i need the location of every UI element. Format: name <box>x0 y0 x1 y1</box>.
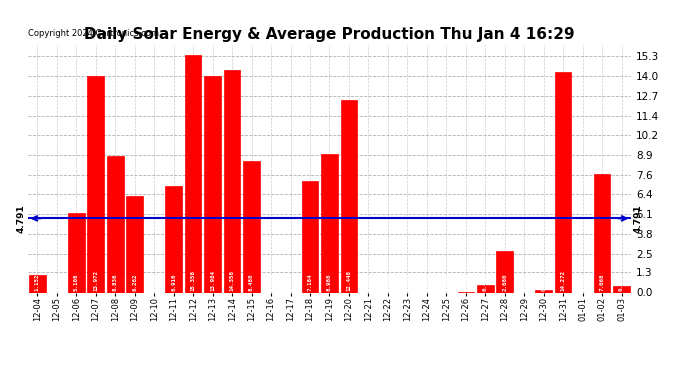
Text: 0.428: 0.428 <box>619 274 624 291</box>
Bar <box>224 70 240 292</box>
Text: 0.000: 0.000 <box>522 274 526 291</box>
Bar <box>185 55 201 292</box>
Bar <box>341 100 357 292</box>
Text: 8.968: 8.968 <box>327 274 332 291</box>
Text: 4.791: 4.791 <box>17 204 26 233</box>
Text: 0.000: 0.000 <box>580 274 585 291</box>
Text: 7.184: 7.184 <box>308 274 313 291</box>
Text: 12.448: 12.448 <box>346 270 351 291</box>
Text: 0.000: 0.000 <box>268 274 273 291</box>
Text: 0.000: 0.000 <box>366 274 371 291</box>
Bar <box>555 72 571 292</box>
Text: 0.000: 0.000 <box>444 274 448 291</box>
Text: Copyright 2024 Cartronics.com: Copyright 2024 Cartronics.com <box>28 28 159 38</box>
Text: 0.000: 0.000 <box>405 274 410 291</box>
Text: 1.152: 1.152 <box>34 274 40 291</box>
Text: 0.032: 0.032 <box>463 274 469 291</box>
Text: 6.262: 6.262 <box>132 274 137 291</box>
Text: 5.108: 5.108 <box>74 274 79 291</box>
Bar <box>204 76 221 292</box>
Bar <box>68 213 85 292</box>
Text: 13.972: 13.972 <box>93 270 98 291</box>
Bar <box>497 251 513 292</box>
Text: 14.272: 14.272 <box>561 270 566 291</box>
Text: 2.680: 2.680 <box>502 274 507 291</box>
Text: 0.000: 0.000 <box>152 274 157 291</box>
Text: 8.480: 8.480 <box>249 274 254 291</box>
Text: 0.000: 0.000 <box>55 274 59 291</box>
Text: 0.160: 0.160 <box>541 274 546 291</box>
Bar <box>126 196 143 292</box>
Bar <box>88 76 104 292</box>
Text: 0.456: 0.456 <box>483 274 488 291</box>
Text: 0.000: 0.000 <box>424 274 429 291</box>
Bar <box>244 161 260 292</box>
Text: 0.000: 0.000 <box>386 274 391 291</box>
Text: 15.356: 15.356 <box>190 270 196 291</box>
Title: Daily Solar Energy & Average Production Thu Jan 4 16:29: Daily Solar Energy & Average Production … <box>84 27 575 42</box>
Bar <box>166 186 182 292</box>
Bar <box>29 274 46 292</box>
Text: 8.836: 8.836 <box>112 274 118 291</box>
Text: 13.984: 13.984 <box>210 270 215 291</box>
Bar <box>594 174 611 292</box>
Text: 0.000: 0.000 <box>288 274 293 291</box>
Bar <box>107 156 124 292</box>
Bar <box>613 286 630 292</box>
Text: 14.356: 14.356 <box>230 270 235 291</box>
Bar <box>535 290 552 292</box>
Bar <box>322 154 337 292</box>
Bar <box>477 285 493 292</box>
Text: 4.791: 4.791 <box>633 204 642 233</box>
Bar <box>302 182 318 292</box>
Text: 7.668: 7.668 <box>600 274 604 291</box>
Text: 6.916: 6.916 <box>171 274 176 291</box>
